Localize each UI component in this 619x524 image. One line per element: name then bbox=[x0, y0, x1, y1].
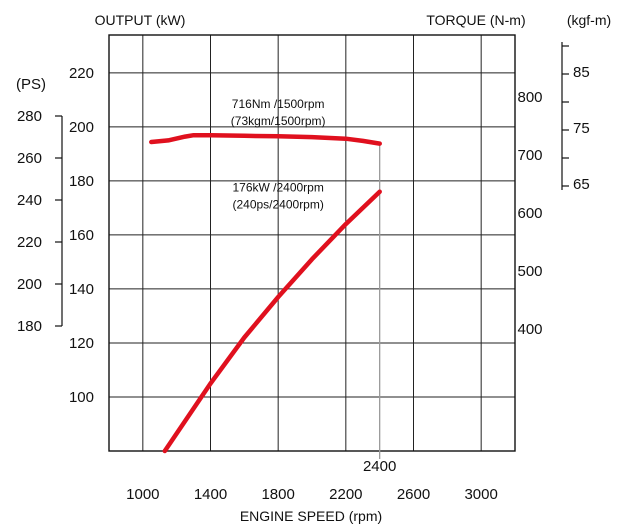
x-tick-label: 1000 bbox=[126, 486, 159, 503]
y-tick-label-kw: 160 bbox=[69, 227, 94, 244]
annotation-2-line: 176kW /2400rpm bbox=[232, 181, 323, 195]
y-tick-label-kw: 140 bbox=[69, 281, 94, 298]
x-tick-label: 3000 bbox=[464, 486, 497, 503]
y-tick-label-kw: 180 bbox=[69, 173, 94, 190]
rpm-marker-label: 2400 bbox=[363, 458, 396, 475]
ps-tick-label: 240 bbox=[17, 192, 42, 209]
y-tick-label-kw: 100 bbox=[69, 389, 94, 406]
x-tick-label: 1800 bbox=[261, 486, 294, 503]
torque-tick-label: 600 bbox=[517, 205, 542, 222]
annotation-2-line: (240ps/2400rpm) bbox=[232, 198, 323, 212]
ps-tick-label: 220 bbox=[17, 234, 42, 251]
y-tick-label-kw: 220 bbox=[69, 65, 94, 82]
annotation-1-line: (73kgm/1500rpm) bbox=[231, 114, 326, 128]
y-tick-label-kw: 200 bbox=[69, 119, 94, 136]
ps-tick-label: 200 bbox=[17, 276, 42, 293]
x-tick-label: 2600 bbox=[397, 486, 430, 503]
torque-tick-label: 700 bbox=[517, 147, 542, 164]
y-tick-label-kw: 120 bbox=[69, 335, 94, 352]
kgfm-tick-label: 75 bbox=[573, 120, 590, 137]
torque-tick-label: 500 bbox=[517, 263, 542, 280]
ps-tick-label: 260 bbox=[17, 150, 42, 167]
kgfm-tick-label: 65 bbox=[573, 176, 590, 193]
x-tick-label: 1400 bbox=[194, 486, 227, 503]
torque-tick-label: 800 bbox=[517, 89, 542, 106]
series-line-2 bbox=[165, 192, 380, 451]
output-axis-label: OUTPUT (kW) bbox=[95, 12, 186, 28]
tick-labels: 1000 1400 1800 2200 2600 3000 100 120 140 160 180 2… bbox=[69, 65, 498, 503]
x-tick-label: 2200 bbox=[329, 486, 362, 503]
kgfm-axis-label: (kgf-m) bbox=[567, 12, 611, 28]
ps-axis-label: (PS) bbox=[16, 76, 46, 93]
x-axis-label: ENGINE SPEED (rpm) bbox=[240, 508, 382, 524]
torque-tick-label: 400 bbox=[517, 321, 542, 338]
annotation-1-line: 716Nm /1500rpm bbox=[232, 97, 325, 111]
ps-tick-label: 180 bbox=[17, 318, 42, 335]
torque-axis-label: TORQUE (N-m) bbox=[426, 12, 525, 28]
ps-tick-label: 280 bbox=[17, 108, 42, 125]
kgfm-tick-label: 85 bbox=[573, 64, 590, 81]
